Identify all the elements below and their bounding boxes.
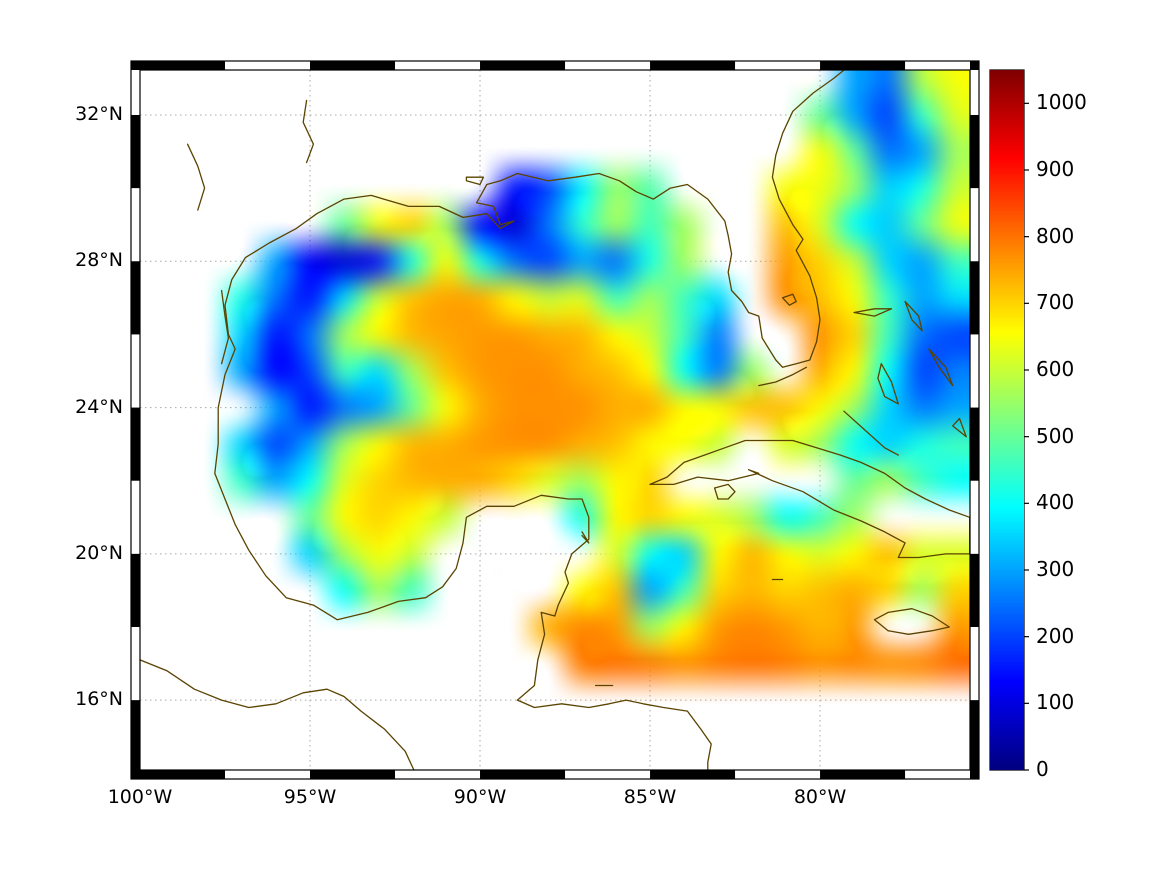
lat-tick-label: 16°N xyxy=(75,688,123,711)
lon-tick-label: 100°W xyxy=(107,786,173,808)
lon-tick-label: 90°W xyxy=(453,786,507,808)
coastline-texas-river-central xyxy=(186,143,206,211)
coastline-cuba xyxy=(649,439,970,559)
lat-tick-label: 32°N xyxy=(75,102,123,125)
coastline-lake-okeechobee xyxy=(781,293,797,306)
lat-tick-label: 20°N xyxy=(75,541,123,564)
coastline-texas-river-east xyxy=(302,99,315,164)
lon-tick-label: 95°W xyxy=(283,786,337,808)
colorbar-tick-label: 500 xyxy=(1036,423,1075,448)
heatmap-canvas xyxy=(140,70,970,770)
coastline-great-bahama-bank-edge xyxy=(843,410,899,456)
coastline-isle-of-youth xyxy=(713,483,736,500)
coastline-long-island-bahamas xyxy=(952,417,967,438)
colorbar-tick-label: 300 xyxy=(1036,557,1075,581)
colorbar-tick-label: 1000 xyxy=(1036,90,1087,115)
colorbar-tick-label: 200 xyxy=(1036,623,1075,648)
coastline-abaco xyxy=(904,300,923,332)
coastline-lake-pontchartrain xyxy=(465,176,485,186)
lat-tick-label: 28°N xyxy=(75,249,123,272)
coastline-eleuthera xyxy=(928,348,954,387)
coastline-pacific-coast-mexico xyxy=(140,659,415,770)
colorbar-tick-label: 700 xyxy=(1036,290,1075,315)
lon-tick-label: 85°W xyxy=(623,786,677,808)
colorbar-tick-label: 800 xyxy=(1036,223,1075,248)
coastline-grand-bahama xyxy=(853,308,893,317)
coastline-jamaica xyxy=(873,608,950,635)
coastline-andros xyxy=(877,363,899,405)
coastline-us-gulf-atlantic-coast xyxy=(214,70,846,770)
colorbar-tick-label: 100 xyxy=(1036,690,1075,715)
coastline-florida-keys xyxy=(758,366,808,387)
coastline-laguna-madre xyxy=(220,289,230,365)
coastline-cozumel xyxy=(581,531,590,544)
colorbar-tick-label: 0 xyxy=(1036,757,1049,781)
lon-tick-label: 80°W xyxy=(793,786,847,808)
colorbar-tick-label: 600 xyxy=(1036,357,1075,381)
colorbar xyxy=(990,70,1024,770)
colorbar-tick-label: 900 xyxy=(1036,157,1075,181)
colorbar-tick-label: 400 xyxy=(1036,490,1075,515)
lat-tick-label: 24°N xyxy=(75,395,123,418)
